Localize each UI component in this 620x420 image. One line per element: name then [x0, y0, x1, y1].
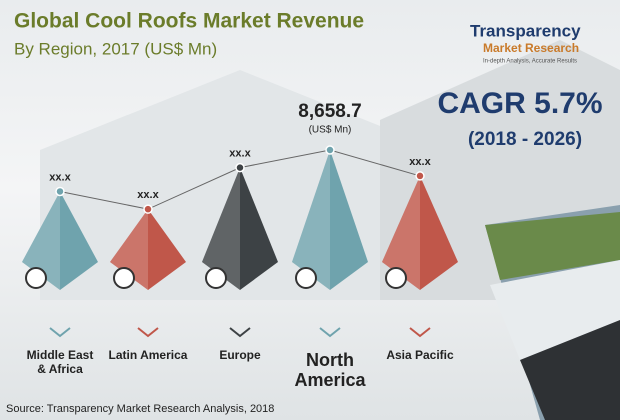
pyramid: [292, 150, 368, 290]
category-label: Latin America: [108, 348, 188, 362]
category-label: Middle East & Africa: [26, 348, 94, 376]
pyramid-shade: [382, 175, 420, 290]
pyramid-shade: [22, 191, 60, 290]
pyramid-shade: [292, 150, 330, 290]
unit-label: (US$ Mn): [309, 125, 352, 136]
marker: [235, 162, 245, 173]
chevron: [137, 327, 159, 338]
pin: [295, 267, 317, 289]
pin: [113, 267, 135, 289]
category-label: North America: [294, 350, 366, 390]
logo-sub: Market Research: [483, 41, 579, 55]
pin: [205, 267, 227, 289]
chevron: [409, 327, 431, 338]
source: Source: Transparency Market Research Ana…: [6, 403, 274, 415]
chevron: [49, 327, 71, 338]
value-label: xx.x: [49, 171, 71, 183]
value-label: xx.x: [137, 189, 159, 201]
cagr: CAGR 5.7%: [437, 87, 602, 120]
pin: [25, 267, 47, 289]
marker: [325, 145, 335, 155]
value-label: 8,658.7: [298, 101, 361, 122]
value-label: xx.x: [229, 148, 251, 160]
pyramid-shade: [110, 209, 148, 290]
subtitle: By Region, 2017 (US$ Mn): [14, 39, 217, 58]
pyramid: [202, 167, 278, 290]
cagr-period: (2018 - 2026): [468, 129, 582, 150]
pin: [385, 267, 407, 289]
pyramid: [382, 175, 458, 290]
marker: [143, 204, 153, 214]
logo-name: Transparency: [470, 21, 581, 40]
logo-tagline: In-depth Analysis, Accurate Results: [483, 59, 577, 65]
trees: [485, 212, 620, 280]
dark-tiles: [520, 320, 620, 420]
pyramid-shade: [202, 167, 240, 290]
value-label: xx.x: [409, 156, 431, 168]
chevron: [319, 327, 341, 338]
category-label: Europe: [219, 348, 261, 362]
category-label: Asia Pacific: [386, 348, 454, 362]
marker: [415, 171, 425, 181]
pyramid: [22, 191, 98, 290]
title: Global Cool Roofs Market Revenue: [14, 10, 364, 33]
marker: [55, 186, 65, 197]
chevron: [229, 327, 251, 338]
